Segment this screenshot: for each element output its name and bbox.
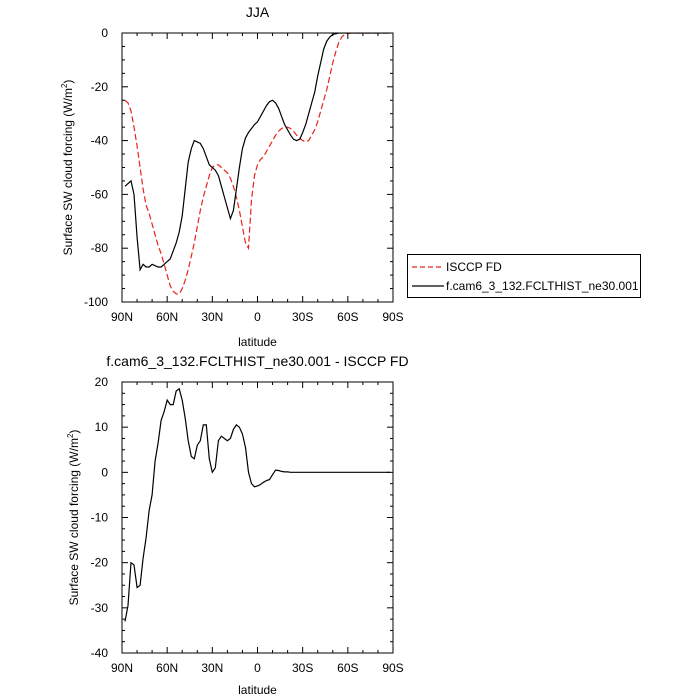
y-tick-label-0-3: -40 <box>91 134 109 148</box>
chart-title-1: f.cam6_3_132.FCLTHIST_ne30.001 - ISCCP F… <box>106 353 408 369</box>
y-tick-label-1-5: 10 <box>95 420 109 434</box>
plot-frame-0 <box>121 32 394 303</box>
x-tick-label-0-5: 60S <box>337 310 358 324</box>
x-tick-label-1-6: 90S <box>382 661 403 675</box>
series-line-0-0 <box>124 33 390 295</box>
y-tick-label-1-2: -20 <box>91 556 109 570</box>
series-line-0-1 <box>124 33 390 272</box>
x-tick-label-1-4: 30S <box>292 661 313 675</box>
legend: ISCCP FD f.cam6_3_132.FCLTHIST_ne30.001 <box>407 254 641 298</box>
y-tick-label-1-1: -30 <box>91 601 109 615</box>
x-tick-label-1-1: 60N <box>156 661 178 675</box>
x-axis-label-1: latitude <box>238 683 277 697</box>
x-tick-label-0-4: 30S <box>292 310 313 324</box>
y-tick-label-1-4: 0 <box>101 465 108 479</box>
series-line-1-0 <box>124 387 390 622</box>
y-axis-label-1: Surface SW cloud forcing (W/m2) <box>66 430 81 606</box>
y-tick-label-1-3: -10 <box>91 511 109 525</box>
chart-title-0: JJA <box>246 4 270 20</box>
bottom-panel-difference: 90N 60N 30N 0 30S 60S 90S -40 -30 -20 -10 0 10 20 f.ca… <box>66 353 409 697</box>
legend-label-isccp: ISCCP FD <box>446 260 502 274</box>
legend-swatch-solid-black <box>412 285 444 287</box>
x-tick-label-0-6: 90S <box>382 310 403 324</box>
x-tick-label-1-0: 90N <box>111 661 133 675</box>
x-tick-label-1-3: 0 <box>254 661 261 675</box>
x-tick-label-0-0: 90N <box>111 310 133 324</box>
legend-entry-model: f.cam6_3_132.FCLTHIST_ne30.001 <box>412 278 639 294</box>
y-tick-label-0-2: -60 <box>91 187 109 201</box>
top-panel-jja: 90N 60N 30N 0 30S 60S 90S -100 -80 -60 -40 -20 0 JJA l… <box>60 4 404 349</box>
y-tick-label-0-5: 0 <box>101 26 108 40</box>
y-axis-label-0: Surface SW cloud forcing (W/m2) <box>60 80 75 256</box>
x-tick-label-1-2: 30N <box>201 661 223 675</box>
legend-swatch-dashed-red <box>412 266 444 268</box>
x-tick-label-0-3: 0 <box>254 310 261 324</box>
x-tick-label-0-1: 60N <box>156 310 178 324</box>
plot-frame-1 <box>121 381 394 654</box>
legend-label-model: f.cam6_3_132.FCLTHIST_ne30.001 <box>446 279 639 293</box>
legend-entry-isccp: ISCCP FD <box>412 259 502 275</box>
x-axis-label-0: latitude <box>238 335 277 349</box>
y-tick-label-0-0: -100 <box>84 295 108 309</box>
y-tick-label-1-6: 20 <box>95 375 109 389</box>
x-tick-label-0-2: 30N <box>201 310 223 324</box>
y-tick-label-0-1: -80 <box>91 241 109 255</box>
y-tick-label-0-4: -20 <box>91 80 109 94</box>
y-tick-label-1-0: -40 <box>91 646 109 660</box>
x-tick-label-1-5: 60S <box>337 661 358 675</box>
